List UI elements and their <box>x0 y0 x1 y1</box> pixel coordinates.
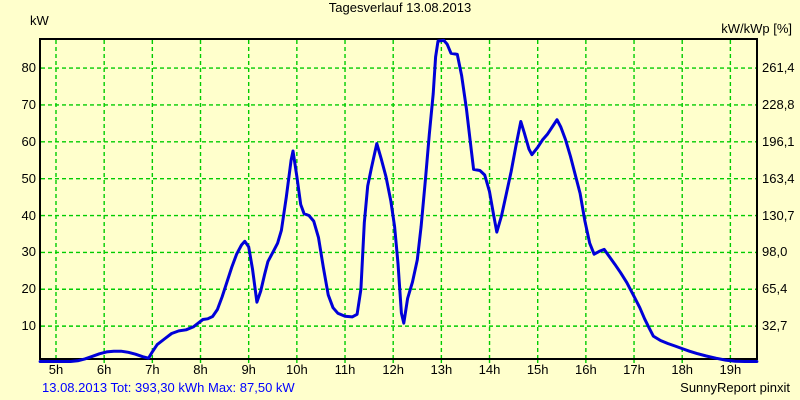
x-axis-tick-label: 13h <box>430 362 453 377</box>
x-axis-tick-label: 5h <box>48 362 64 377</box>
x-axis-tick-label: 18h <box>671 362 694 377</box>
x-axis-tick-label: 9h <box>241 362 256 377</box>
x-axis-tick-label: 17h <box>623 362 645 377</box>
y-axis-tick-left: 10 <box>21 318 36 334</box>
y-axis-tick-right: 130,7 <box>762 207 795 223</box>
y-axis-tick-left: 30 <box>21 244 36 260</box>
plot-frame <box>39 38 758 360</box>
y-axis-tick-left: 40 <box>21 207 36 223</box>
power-curve <box>38 38 759 363</box>
x-axis-tick-label: 11h <box>334 362 356 377</box>
y-axis-tick-right: 228,8 <box>762 96 795 112</box>
y-axis-tick-right: 261,4 <box>762 60 795 76</box>
x-axis-tick-label: 14h <box>478 362 501 377</box>
x-axis-tick-label: 10h <box>285 362 308 377</box>
left-axis-unit-label: kW <box>30 13 49 28</box>
y-axis-tick-right: 98,0 <box>762 244 788 260</box>
x-axis-tick-label: 16h <box>575 362 597 377</box>
y-axis-tick-left: 80 <box>21 60 36 76</box>
x-axis-tick-label: 12h <box>382 362 405 377</box>
report-credit-text: SunnyReport pinxit <box>680 380 790 395</box>
y-axis-tick-right: 32,7 <box>762 318 788 334</box>
y-axis-tick-right: 163,4 <box>762 170 795 186</box>
y-axis-tick-left: 50 <box>21 170 36 186</box>
right-axis-unit-label: kW/kWp [%] <box>721 21 792 36</box>
x-axis-tick-label: 19h <box>719 362 742 377</box>
x-axis-tick-label: 6h <box>96 362 112 377</box>
chart-title: Tagesverlauf 13.08.2013 <box>328 0 472 15</box>
x-axis-tick-label: 8h <box>193 362 208 377</box>
y-axis-tick-right: 65,4 <box>762 281 788 297</box>
y-axis-tick-right: 196,1 <box>762 133 795 149</box>
y-axis-tick-left: 70 <box>21 96 36 112</box>
daily-summary-text: 13.08.2013 Tot: 393,30 kWh Max: 87,50 kW <box>42 380 295 395</box>
x-axis-tick-label: 15h <box>526 362 549 377</box>
y-axis-tick-left: 60 <box>21 133 36 149</box>
x-axis-tick-label: 7h <box>145 362 160 377</box>
y-axis-tick-left: 20 <box>21 281 36 297</box>
